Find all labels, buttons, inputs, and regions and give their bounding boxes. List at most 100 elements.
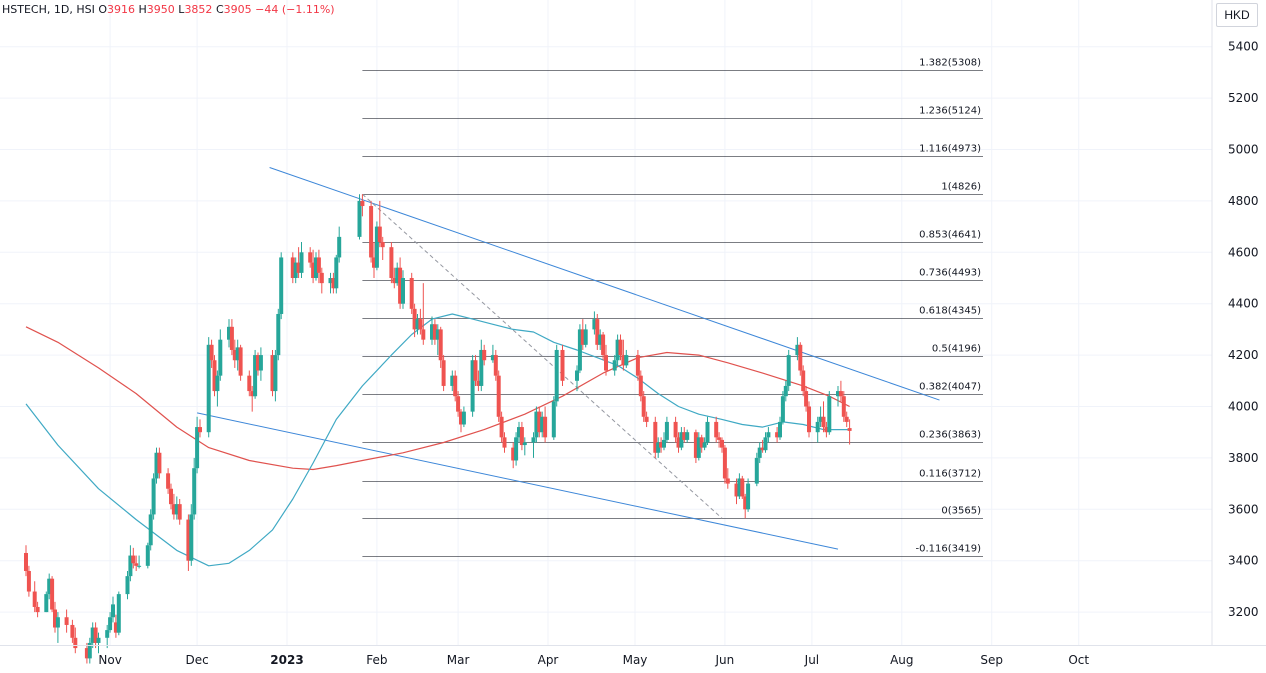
price-tick-3800: 3800 <box>1228 451 1259 465</box>
candle-2023-05-29 <box>714 416 719 443</box>
candle-2023-02-15 <box>415 313 420 335</box>
candle-body <box>84 648 89 659</box>
axes <box>0 0 1266 646</box>
candle-2023-03-22 <box>517 421 521 443</box>
candle-body <box>111 604 115 618</box>
candle-2023-07-03 <box>815 416 820 443</box>
price-tick-4200: 4200 <box>1228 348 1259 362</box>
candle-2022-12-27 <box>270 349 275 397</box>
candle-2023-07-04 <box>818 406 823 428</box>
candle-2022-11-23 <box>171 493 176 520</box>
candle-body <box>409 278 414 309</box>
candle-2023-05-08 <box>653 416 658 458</box>
candle-2022-10-07 <box>35 601 40 618</box>
candle-body <box>618 339 623 356</box>
candle-2023-02-16 <box>418 308 423 335</box>
price-tick-4800: 4800 <box>1228 194 1259 208</box>
candle-body <box>644 416 649 422</box>
candle-body <box>804 391 809 407</box>
candle-2023-06-16 <box>766 427 771 443</box>
candle-body <box>456 396 461 412</box>
candle-body <box>108 617 113 631</box>
candle-body <box>737 478 742 497</box>
high-value: 3950 <box>146 3 175 16</box>
candle-body <box>664 421 669 440</box>
candle-2023-01-30 <box>369 200 374 263</box>
candle-2023-01-09 <box>308 247 313 268</box>
price-tick-5200: 5200 <box>1228 91 1259 105</box>
candle-body <box>438 329 443 361</box>
candle-body <box>847 428 852 431</box>
candle-body <box>685 432 690 440</box>
candle-body <box>195 427 200 469</box>
candle-2023-04-21 <box>604 344 608 376</box>
candle-2023-06-26 <box>795 337 800 361</box>
candle-2022-11-16 <box>151 473 156 520</box>
candle-body <box>662 439 666 448</box>
time-tick-2023: 2023 <box>270 653 303 667</box>
candle-2023-06-23 <box>786 349 791 392</box>
candle-2022-10-04 <box>26 565 31 597</box>
candle-2022-10-12 <box>50 576 55 613</box>
symbol-name[interactable]: HSTECH, 1D, HSI <box>2 3 95 16</box>
candle-body <box>418 319 423 330</box>
candle-2023-01-12 <box>316 249 321 284</box>
candle-body <box>235 347 240 361</box>
candle-body <box>621 355 626 366</box>
candle-body <box>598 334 603 345</box>
candle-body <box>374 226 379 268</box>
candle-body <box>432 324 437 340</box>
time-axis[interactable]: Nov Dec 2023 Feb Mar Apr May Jun Jul Aug Sep Oct <box>98 653 1089 667</box>
candle-body <box>377 226 382 243</box>
candle-body <box>401 278 405 304</box>
candle-body <box>113 622 118 633</box>
candle-body <box>105 630 110 638</box>
currency-label[interactable]: HKD <box>1216 3 1258 27</box>
candle-body <box>380 242 385 248</box>
candle-2022-10-31 <box>105 624 110 649</box>
candle-2023-06-08 <box>743 493 748 519</box>
fib-label-1: 1.236(5124) <box>919 106 981 117</box>
candle-2023-04-25 <box>615 334 620 366</box>
candle-2023-06-29 <box>804 385 809 412</box>
candle-body <box>450 375 455 386</box>
candle-2023-03-13 <box>490 344 495 363</box>
candle-2022-12-12 <box>227 319 231 348</box>
candle-2023-05-19 <box>685 429 690 443</box>
price-tick-4000: 4000 <box>1228 400 1259 414</box>
candle-body <box>551 401 556 438</box>
candle-body <box>514 437 519 461</box>
candle-2023-01-06 <box>299 242 304 278</box>
candle-2023-07-11 <box>838 380 843 402</box>
candle-2023-06-21 <box>780 391 785 425</box>
candle-body <box>638 375 643 397</box>
candle-body <box>522 442 527 446</box>
candle-body <box>256 355 260 371</box>
candle-body <box>26 570 31 592</box>
candle-2023-06-13 <box>757 442 762 464</box>
candle-2023-03-27 <box>531 432 536 458</box>
candle-2023-03-15 <box>496 370 501 422</box>
price-tick-5000: 5000 <box>1228 143 1259 157</box>
candle-2022-11-04 <box>116 591 121 636</box>
candle-body <box>171 504 176 515</box>
candle-2023-02-27 <box>450 370 455 392</box>
candle-2022-10-28 <box>96 632 101 654</box>
candle-2023-03-14 <box>493 349 498 381</box>
candle-body <box>398 267 403 304</box>
candle-body <box>154 452 159 479</box>
trend-channel <box>196 167 940 550</box>
candle-2023-06-19 <box>775 427 780 443</box>
price-axis[interactable]: 3200 3400 3600 3800 4000 4200 4400 4600 4800 5000… <box>1228 40 1259 619</box>
candle-2023-02-17 <box>421 283 426 345</box>
candle-2022-10-27 <box>93 622 98 649</box>
candle-2022-11-09 <box>131 547 136 569</box>
candle-2022-12-02 <box>198 419 202 438</box>
candle-2023-06-22 <box>783 380 788 402</box>
candle-body <box>232 349 237 361</box>
candle-2023-03-23 <box>519 421 524 451</box>
candle-body <box>137 565 142 567</box>
candle-body <box>604 355 608 371</box>
price-tick-4400: 4400 <box>1228 297 1259 311</box>
